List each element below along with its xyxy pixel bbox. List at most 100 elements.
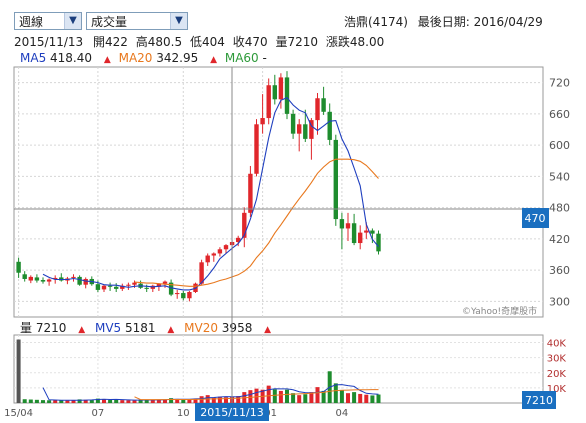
candle-body xyxy=(358,232,363,244)
volume-bar xyxy=(285,389,289,403)
volume-bar xyxy=(211,397,216,403)
info-change: 48.00 xyxy=(349,35,385,49)
candle-body xyxy=(333,139,338,220)
candle-body xyxy=(217,249,223,254)
volume-bar xyxy=(339,390,344,403)
volume-bar xyxy=(28,399,33,403)
ma-line-ma20 xyxy=(134,158,379,287)
stock-title: 浩鼎(4174) 最後日期: 2016/04/29 xyxy=(344,13,543,30)
volume-bar xyxy=(22,399,27,403)
candle-body xyxy=(272,85,277,100)
info-date: 2015/11/13 xyxy=(14,35,84,49)
candle-body xyxy=(187,292,192,299)
last-date-label: 最後日期: xyxy=(417,15,470,29)
price-tick-label: 660 xyxy=(549,108,570,121)
volume-bar xyxy=(138,399,143,403)
volume-ma-line-mv20 xyxy=(134,389,379,401)
price-tick-label: 480 xyxy=(549,202,570,215)
candle-body xyxy=(297,124,302,134)
candle-body xyxy=(144,287,149,289)
cursor-price-box xyxy=(522,208,549,228)
candle-body xyxy=(254,124,259,174)
cursor-date-label: 2015/11/13 xyxy=(200,406,263,419)
candle-body xyxy=(278,77,284,100)
volume-bar xyxy=(132,400,137,403)
candle-body xyxy=(175,293,180,295)
candle-body xyxy=(205,255,210,263)
volume-bar xyxy=(297,395,302,403)
triangle-up-icon: ▲ xyxy=(78,325,86,335)
volume-bar xyxy=(352,392,357,403)
candle-body xyxy=(345,223,351,229)
volume-bar xyxy=(187,399,192,403)
volume-bar xyxy=(224,397,228,403)
volume-bar xyxy=(169,398,174,403)
volume-tick-label: 30K xyxy=(547,354,567,365)
volume-tick-label: 20K xyxy=(547,369,567,380)
volume-bar xyxy=(193,398,198,403)
ma5-label: MA5 xyxy=(20,51,47,65)
cursor-price-label: 470 xyxy=(525,212,546,225)
volume-bar xyxy=(175,398,180,403)
info-close-label: 收 xyxy=(232,35,245,49)
period-select[interactable]: 週線 ▼ xyxy=(14,12,82,30)
volume-bar xyxy=(59,400,64,403)
candle-body xyxy=(309,120,314,139)
ma60-label: MA60 xyxy=(224,51,259,65)
candle-body xyxy=(266,85,271,119)
candle-body xyxy=(40,280,46,282)
volume-bar xyxy=(181,399,186,403)
cursor-volume-box xyxy=(522,391,556,409)
volume-bar xyxy=(376,394,381,403)
candle-body xyxy=(236,237,241,242)
candle-body xyxy=(364,230,369,233)
triangle-up-icon: ▲ xyxy=(167,325,175,335)
info-change-label: 漲跌 xyxy=(325,35,350,49)
volume-bar xyxy=(108,399,113,403)
candle-body xyxy=(242,212,247,238)
indicator-select-value: 成交量 xyxy=(91,15,128,29)
triangle-up-icon: ▲ xyxy=(103,55,111,65)
price-tick-label: 720 xyxy=(549,77,570,90)
volume-bar xyxy=(83,399,88,403)
candle-body xyxy=(22,274,27,279)
ma60-value: - xyxy=(262,51,267,65)
candle-body xyxy=(339,219,345,229)
candle-body xyxy=(248,173,253,213)
volume-bar xyxy=(254,388,259,403)
info-close: 470 xyxy=(244,35,268,49)
candle-body xyxy=(223,245,229,250)
volume-bar xyxy=(120,400,125,403)
volume-bar xyxy=(95,398,100,403)
volume-bar xyxy=(89,399,94,403)
volume-bar xyxy=(291,393,296,403)
vol-label: 量 xyxy=(20,321,33,335)
candle-body xyxy=(107,285,113,287)
volume-bar xyxy=(217,396,222,403)
candle-body xyxy=(101,285,107,290)
volume-bar xyxy=(77,399,82,403)
quote-info-line: 2015/11/13 開422 高480.5 低404 收470 量7210 漲… xyxy=(14,33,384,50)
volume-panel-frame xyxy=(13,334,544,404)
indicator-select[interactable]: 成交量 ▼ xyxy=(86,12,188,30)
volume-bar xyxy=(236,396,241,403)
volume-bar xyxy=(303,394,308,403)
price-tick-label: 540 xyxy=(549,170,570,183)
candle-body xyxy=(77,276,82,285)
price-tick-label: 300 xyxy=(549,295,570,308)
candle-body xyxy=(114,286,119,289)
candle-body xyxy=(211,253,216,256)
info-low: 404 xyxy=(201,35,225,49)
volume-bar xyxy=(34,399,39,403)
price-tick-label: 420 xyxy=(549,233,570,246)
chevron-down-icon[interactable]: ▼ xyxy=(170,13,187,29)
volume-bar xyxy=(150,399,155,403)
info-low-label: 低 xyxy=(189,35,202,49)
vol-value: 7210 xyxy=(35,321,67,335)
candle-body xyxy=(16,261,21,273)
time-tick-label: 07 xyxy=(92,408,105,419)
chevron-down-icon[interactable]: ▼ xyxy=(64,13,81,29)
cursor-date-box xyxy=(195,403,269,421)
volume-bar xyxy=(278,390,283,403)
